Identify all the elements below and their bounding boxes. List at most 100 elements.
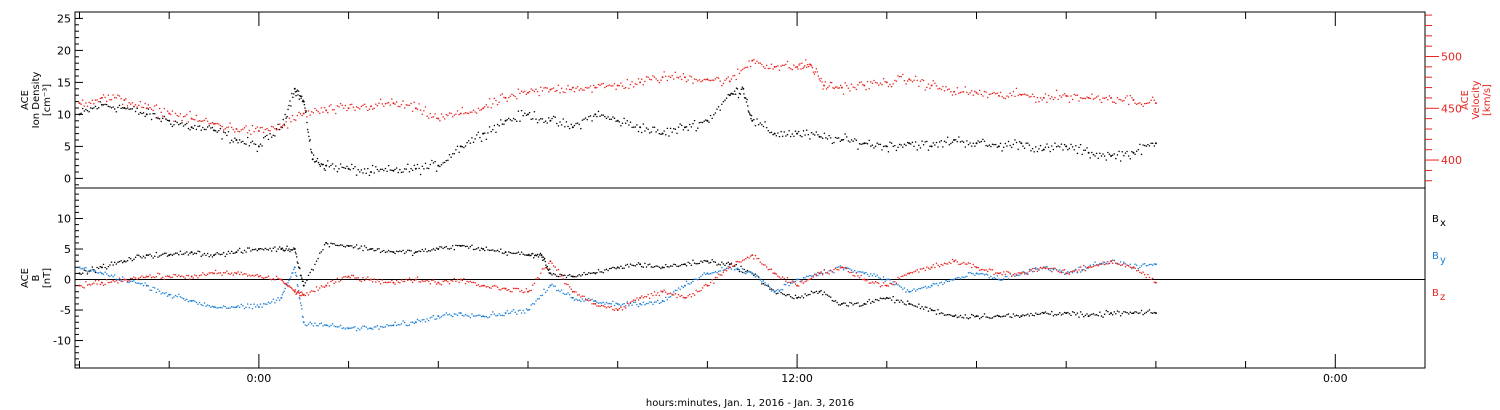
data-point [749, 114, 752, 116]
data-point [1018, 274, 1021, 276]
data-point [498, 124, 500, 127]
data-point [117, 281, 119, 284]
data-point [214, 130, 217, 132]
data-point [906, 272, 909, 275]
data-point [1046, 101, 1048, 104]
data-point [1062, 313, 1064, 315]
data-point [940, 263, 943, 266]
data-point [115, 278, 118, 280]
data-point [854, 269, 856, 272]
data-point [954, 93, 957, 96]
data-point [997, 272, 1000, 275]
data-point [990, 145, 992, 148]
data-point [961, 276, 963, 278]
data-point [431, 316, 433, 318]
data-point [1041, 99, 1043, 101]
data-point [219, 253, 222, 256]
data-point [552, 285, 555, 287]
data-point [636, 263, 638, 266]
data-point [136, 278, 138, 281]
data-point [435, 247, 438, 249]
data-point [467, 112, 470, 115]
data-point [1153, 311, 1156, 314]
data-point [89, 284, 92, 286]
data-point [1137, 269, 1140, 272]
data-point [230, 139, 233, 141]
data-point [125, 261, 127, 263]
data-point [1145, 145, 1148, 147]
data-point [182, 276, 185, 278]
data-point [636, 124, 638, 126]
data-point [171, 125, 174, 128]
data-point [528, 91, 531, 93]
data-point [679, 295, 681, 297]
data-point [1006, 95, 1008, 97]
data-point [845, 136, 848, 138]
data-point [1060, 271, 1063, 274]
data-point [543, 257, 546, 260]
data-point [849, 268, 851, 270]
data-point [493, 313, 496, 315]
data-point [501, 287, 504, 290]
data-point [812, 291, 814, 294]
data-point [1059, 146, 1061, 148]
data-point [583, 300, 585, 302]
data-point [423, 109, 425, 112]
data-point [548, 117, 550, 119]
data-point [727, 261, 729, 264]
data-point [828, 134, 830, 137]
data-point [427, 117, 430, 119]
data-point [1083, 264, 1085, 267]
data-point [990, 268, 992, 271]
data-point [443, 161, 446, 164]
data-point [88, 269, 90, 272]
data-point [1121, 263, 1124, 266]
data-point [224, 305, 226, 308]
data-point [490, 130, 492, 133]
data-point [466, 141, 468, 144]
data-point [206, 120, 209, 122]
data-point [754, 254, 757, 257]
data-point [147, 104, 150, 106]
data-point [439, 283, 441, 285]
data-point [192, 277, 194, 279]
left-axis-title-line: ACE [20, 268, 31, 288]
data-point [825, 272, 827, 274]
data-point [756, 118, 758, 120]
data-point [551, 283, 553, 286]
data-point [663, 289, 665, 291]
data-point [860, 274, 862, 277]
data-point [194, 274, 196, 276]
data-point [437, 315, 440, 318]
data-point [208, 255, 210, 258]
data-point [562, 278, 564, 280]
data-point [748, 270, 750, 273]
data-point [242, 128, 244, 130]
data-point [557, 268, 560, 271]
data-point [599, 84, 601, 86]
data-point [387, 101, 390, 104]
data-point [556, 275, 558, 277]
data-point [1073, 93, 1075, 96]
data-point [512, 94, 515, 97]
data-point [850, 269, 853, 271]
data-point [1017, 148, 1019, 151]
data-point [567, 283, 569, 286]
data-point [922, 143, 925, 146]
data-point [868, 298, 870, 301]
data-point [884, 80, 886, 83]
data-point [628, 304, 630, 307]
data-point [138, 113, 140, 115]
data-point [759, 279, 762, 281]
data-point [78, 284, 81, 287]
data-point [689, 293, 691, 296]
data-point [1078, 266, 1080, 269]
data-point [81, 107, 84, 110]
data-point [770, 268, 773, 271]
data-point [210, 122, 212, 125]
data-point [158, 107, 161, 110]
data-point [573, 275, 576, 278]
data-point [882, 145, 885, 148]
data-point [131, 108, 134, 110]
data-point [714, 271, 717, 273]
